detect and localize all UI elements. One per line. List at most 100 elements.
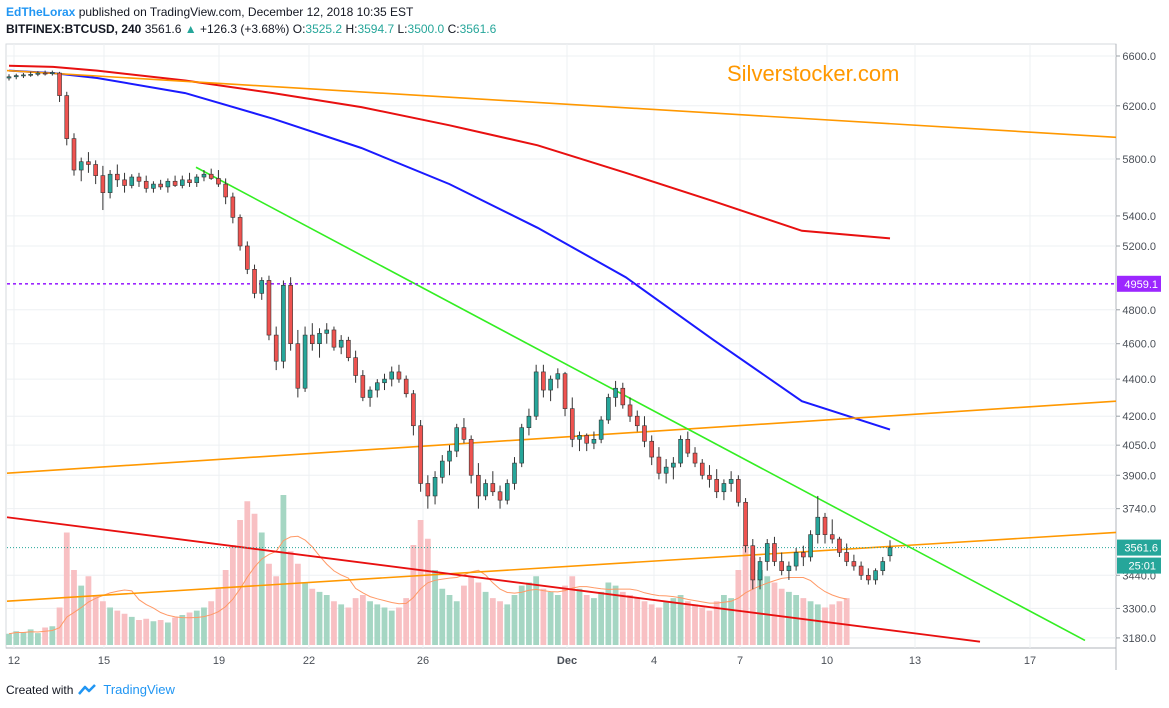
candle-down [772, 543, 777, 562]
candle-up [165, 180, 171, 188]
candle-down [100, 175, 106, 193]
x-tick-label: 17 [1024, 655, 1036, 667]
candle-down [569, 408, 575, 440]
candle-down [699, 462, 705, 476]
candle-up [324, 329, 330, 334]
candle-down [237, 217, 243, 247]
volume-bar [20, 632, 27, 645]
watermark-text: Silverstocker.com [727, 61, 899, 86]
volume-bar [583, 595, 590, 645]
candle-up [28, 74, 33, 76]
candle-up [194, 176, 200, 183]
x-tick-label: 26 [417, 655, 429, 667]
volume-bar [316, 591, 323, 645]
candle-up [606, 397, 611, 421]
volume-bar [562, 585, 568, 645]
candle-down [136, 176, 142, 182]
volume-bar [273, 576, 280, 645]
volume-bar [511, 595, 518, 645]
publish-info: EdTheLorax published on TradingView.com,… [6, 5, 413, 19]
y-tick-label: 6600.0 [1122, 51, 1156, 63]
volume-bar [793, 595, 800, 645]
volume-bar [475, 582, 482, 645]
volume-bar [309, 588, 316, 645]
candle-down [396, 371, 402, 380]
symbol-info: BITFINEX:BTCUSD, 240 3561.6 ▲ +126.3 (+3… [6, 22, 496, 36]
volume-bar [229, 545, 236, 645]
volume-bar [381, 607, 388, 645]
candle-down [822, 516, 828, 535]
volume-bar [6, 633, 12, 645]
volume-bar [814, 604, 821, 645]
symbol-label: BITFINEX:BTCUSD, 240 [6, 22, 142, 36]
volume-bar [179, 615, 186, 645]
volume-bar [34, 633, 41, 645]
volume-bar [237, 520, 243, 645]
countdown-bg [1117, 557, 1161, 574]
last-price-tag: 3561.6 [1124, 543, 1158, 555]
candle-down [273, 334, 279, 362]
candle-up [129, 176, 135, 186]
candlesticks [6, 70, 893, 590]
candle-up [35, 72, 41, 75]
candle-down [158, 183, 163, 188]
candle-up [201, 173, 207, 178]
candle-up [367, 389, 373, 398]
candle-down [642, 425, 647, 442]
published-text: published on TradingView.com, December 1… [78, 5, 414, 19]
y-tick-label: 3740.0 [1122, 504, 1156, 516]
candle-down [490, 483, 496, 493]
candle-down [736, 479, 741, 503]
candle-down [230, 196, 236, 218]
volume-bar [648, 604, 655, 645]
volume-bar [99, 601, 106, 645]
candle-up [375, 382, 380, 391]
candle-down [64, 95, 70, 139]
volume-bar [186, 612, 193, 645]
candle-up [887, 547, 893, 557]
volume-bar [822, 607, 828, 645]
price-change: +126.3 (+3.68%) [199, 22, 290, 36]
volume-bar [482, 591, 489, 645]
volume-bar [598, 591, 605, 645]
volume-bar [359, 595, 366, 645]
up-arrow-icon: ▲ [184, 22, 197, 36]
candle-up [483, 483, 488, 497]
candle-down [685, 438, 691, 454]
open-label: O: [292, 22, 306, 36]
candle-down [353, 357, 358, 376]
y-tick-label: 4200.0 [1122, 411, 1156, 423]
volume-bar [461, 585, 467, 645]
volume-bar [388, 610, 395, 645]
candle-up [180, 179, 185, 186]
x-tick-label: Dec [557, 655, 577, 667]
trendline-orange-middle [6, 400, 1117, 475]
candle-down [844, 552, 849, 562]
trendline-orange-upper [6, 69, 1117, 139]
volume-bar [215, 588, 222, 645]
volume-bar [294, 563, 301, 645]
candle-up [338, 339, 344, 348]
y-tick-label: 3300.0 [1122, 603, 1156, 615]
author-name[interactable]: EdTheLorax [6, 5, 76, 19]
tradingview-brand[interactable]: TradingView [103, 682, 175, 697]
candle-down [425, 483, 431, 497]
plot-frame [5, 43, 1117, 649]
volume-bar [266, 563, 272, 645]
volume-bar [78, 585, 85, 645]
candle-down [634, 415, 640, 427]
volume-bar [504, 604, 511, 645]
volume-bar [410, 545, 417, 645]
y-tick-label: 4800.0 [1122, 305, 1156, 317]
volume-bar [706, 610, 713, 645]
candle-up [21, 74, 26, 77]
y-tick-label: 6200.0 [1122, 101, 1156, 113]
volume-bar [554, 595, 561, 645]
candle-down [187, 179, 192, 183]
candle-up [533, 371, 539, 417]
candle-up [439, 460, 445, 478]
candle-up [504, 483, 510, 501]
candle-up [432, 477, 438, 497]
volume-bar [612, 585, 619, 645]
